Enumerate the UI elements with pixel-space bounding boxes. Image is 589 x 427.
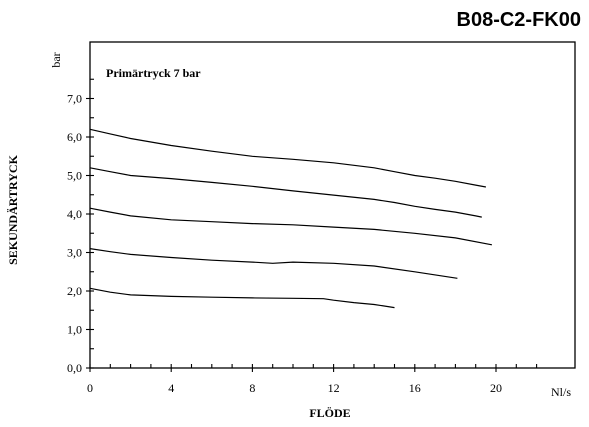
series-line-2: [89, 167, 482, 218]
y-tick-label: 2,0: [67, 284, 82, 298]
series-line-5: [89, 287, 395, 309]
y-axis-ticks: 0,0 1,0 2,0 3,0 4,0 5,0 6,0 7,0: [67, 78, 94, 375]
x-unit-label: Nl/s: [551, 385, 571, 399]
x-tick-label: 16: [409, 381, 421, 395]
series-line-1: [89, 128, 487, 188]
y-unit-label: bar: [49, 52, 63, 67]
x-tick-label: 4: [168, 381, 174, 395]
y-tick-label: 4,0: [67, 207, 82, 221]
x-tick-label: 0: [87, 381, 93, 395]
x-axis-ticks: 0 4 8 12 16 20: [87, 364, 538, 395]
x-tick-label: 20: [490, 381, 502, 395]
plot-frame: [89, 41, 576, 369]
y-tick-label: 6,0: [67, 130, 82, 144]
series-line-4: [89, 248, 458, 279]
primary-pressure-annotation: Primärtryck 7 bar: [106, 66, 201, 80]
x-axis-title: FLÖDE: [309, 406, 350, 420]
y-tick-label: 3,0: [67, 246, 82, 260]
y-tick-label: 0,0: [67, 361, 82, 375]
y-axis-title: SEKUNDÄRTRYCK: [6, 154, 20, 265]
y-tick-label: 1,0: [67, 323, 82, 337]
series-line-3: [89, 207, 493, 246]
x-tick-label: 12: [328, 381, 340, 395]
y-tick-label: 5,0: [67, 169, 82, 183]
x-tick-label: 8: [249, 381, 255, 395]
y-tick-label: 7,0: [67, 92, 82, 106]
chart-code-label: B08-C2-FK00: [457, 9, 581, 31]
series-group: [89, 128, 493, 309]
